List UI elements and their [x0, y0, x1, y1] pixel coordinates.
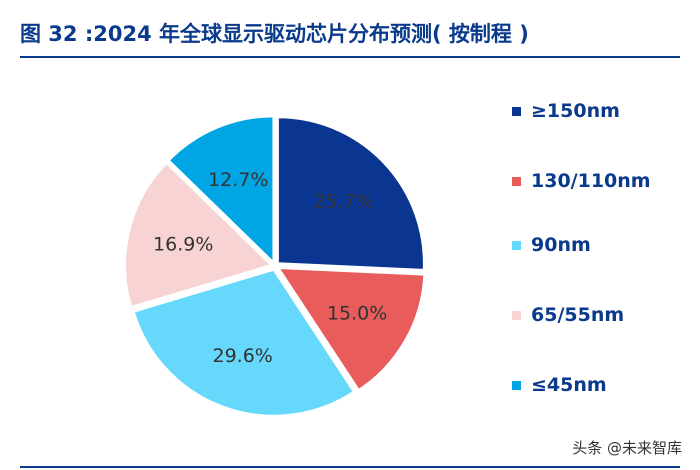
title-divider: [20, 56, 680, 58]
chart-title: 图 32 :2024 年全球显示驱动芯片分布预测( 按制程 ): [20, 22, 529, 46]
legend-label: ≤45nm: [531, 374, 607, 396]
legend-label: 90nm: [531, 234, 591, 256]
pie-slice: [167, 115, 275, 265]
legend-swatch: [512, 107, 521, 116]
pie-slice: [276, 266, 426, 392]
watermark: 头条 @未来智库: [572, 439, 682, 457]
legend-label: ≥150nm: [531, 100, 620, 122]
slice-label: 16.9%: [153, 233, 213, 255]
bottom-divider: [20, 466, 680, 468]
slice-label: 12.7%: [208, 169, 268, 191]
legend-swatch: [512, 381, 521, 390]
legend-item: 130/110nm: [512, 166, 672, 196]
legend-item: ≤45nm: [512, 370, 672, 400]
slice-label: 15.0%: [327, 303, 387, 325]
legend-swatch: [512, 177, 521, 186]
legend-item: 65/55nm: [512, 300, 672, 330]
legend-label: 130/110nm: [531, 170, 651, 192]
pie-slice: [124, 161, 274, 309]
slice-label: 29.6%: [212, 345, 272, 367]
legend-swatch: [512, 311, 521, 320]
legend-label: 65/55nm: [531, 304, 625, 326]
slice-label: 25.7%: [313, 191, 373, 213]
legend-item: ≥150nm: [512, 96, 672, 126]
pie-slice: [132, 268, 356, 417]
legend-swatch: [512, 241, 521, 250]
legend-item: 90nm: [512, 230, 672, 260]
pie-slice: [276, 116, 425, 271]
